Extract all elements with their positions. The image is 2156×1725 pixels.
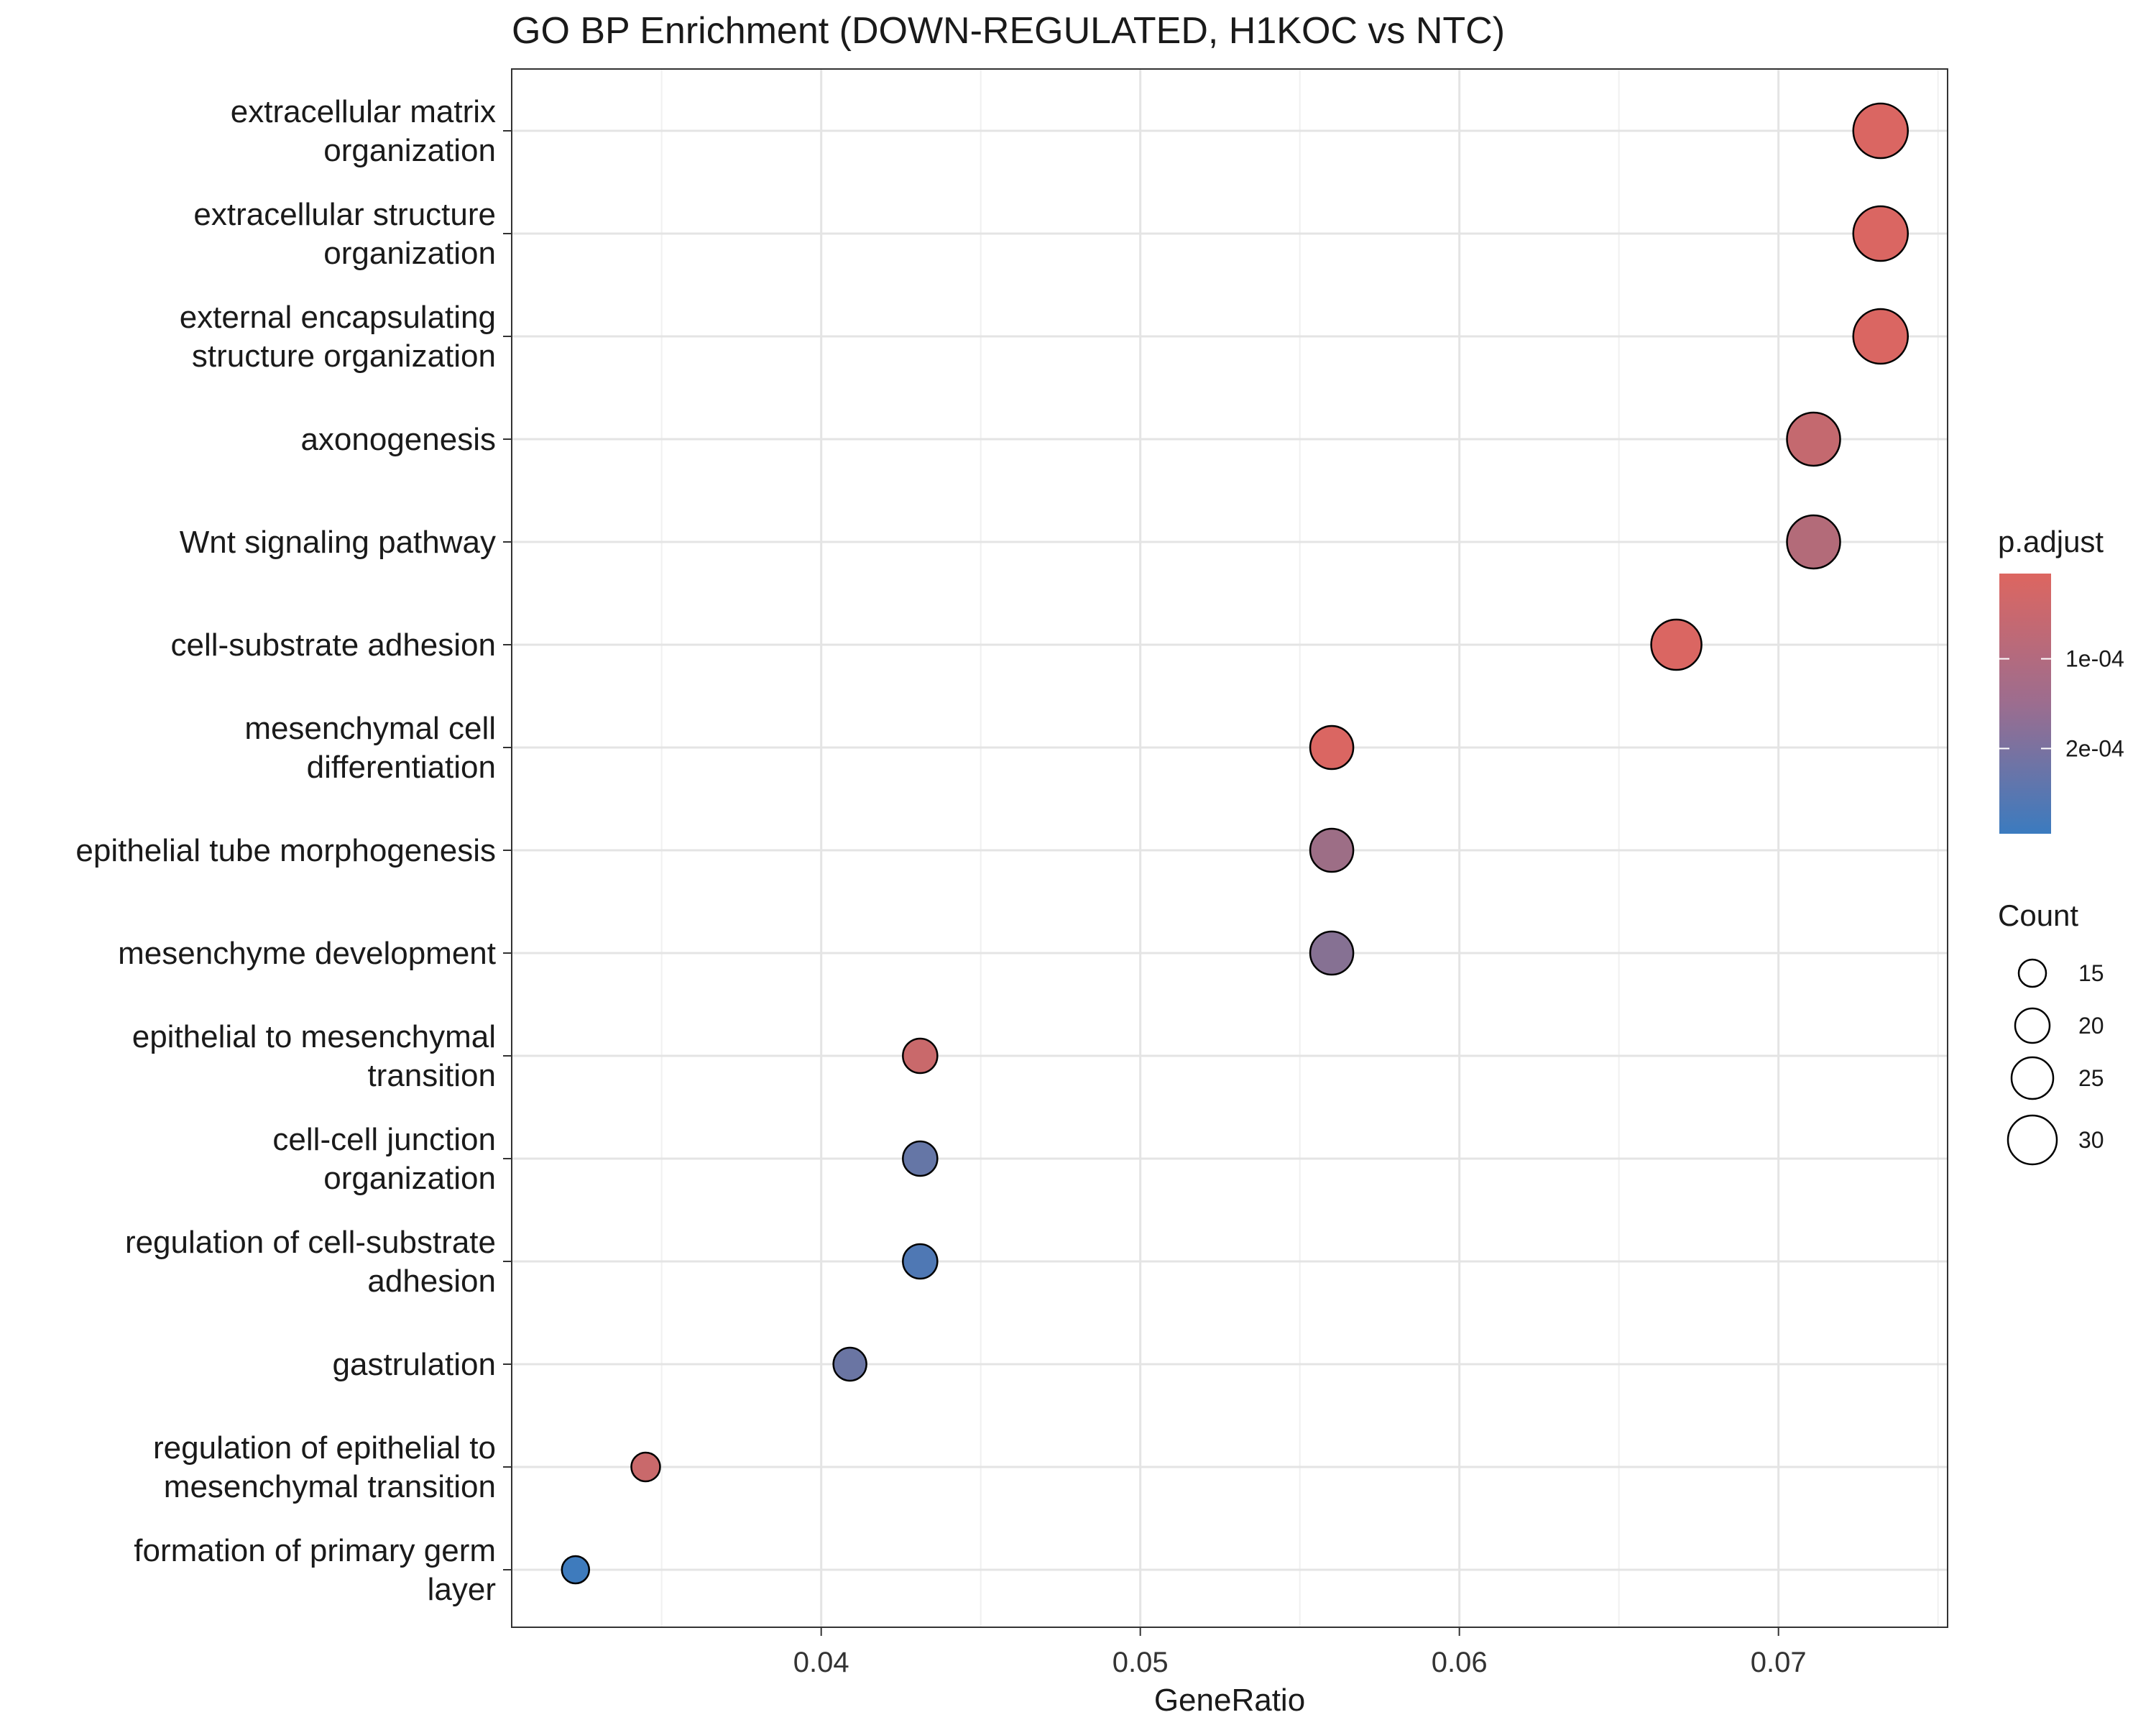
legend-size-circle [2010, 1056, 2055, 1100]
data-point [1309, 724, 1355, 770]
legend-size-label: 15 [2078, 960, 2104, 986]
legend-color-tick-label: 2e-04 [2065, 735, 2124, 761]
grid [512, 69, 1948, 1627]
legend-p-adjust: p.adjust 1e-04 2e-04 [1998, 525, 2124, 834]
y-tick-label: structure organization [192, 339, 496, 374]
plot-panel-border [511, 68, 1948, 1628]
data-point [1852, 205, 1909, 262]
y-tick-label: extracellular matrix [231, 94, 496, 129]
y-tick-label: formation of primary germ [134, 1533, 496, 1568]
x-tick-label: 0.04 [793, 1647, 849, 1678]
chart-title: GO BP Enrichment (DOWN-REGULATED, H1KOC … [512, 10, 1505, 52]
legend-size-circle [2017, 958, 2047, 988]
y-tick-label: regulation of cell-substrate [125, 1225, 496, 1260]
data-point [1786, 514, 1841, 570]
legend-size-label: 20 [2078, 1013, 2104, 1039]
legend-color-bar [1999, 574, 2051, 834]
y-axis-labels: extracellular matrix organization extracel… [75, 94, 512, 1607]
y-tick-label: regulation of epithelial to [153, 1430, 496, 1466]
data-point [1852, 102, 1909, 160]
y-tick-label: axonogenesis [300, 422, 496, 457]
y-tick-label: differentiation [307, 750, 496, 785]
y-tick-label: epithelial to mesenchymal [132, 1019, 496, 1054]
y-tick-label: mesenchymal cell [244, 711, 496, 746]
data-point [902, 1140, 939, 1177]
y-tick-label: gastrulation [333, 1347, 496, 1382]
legend-size-circle [2007, 1114, 2058, 1166]
y-tick-label: epithelial tube morphogenesis [75, 833, 496, 868]
legend-count-title: Count [1998, 898, 2078, 932]
y-tick-label: adhesion [367, 1264, 496, 1299]
legend-color-tick-label: 1e-04 [2065, 646, 2124, 672]
legend-size-label: 25 [2078, 1065, 2104, 1091]
data-point [1852, 308, 1909, 365]
data-point [832, 1346, 867, 1382]
y-tick-label: extracellular structure [193, 197, 496, 232]
x-tick-label: 0.07 [1751, 1647, 1807, 1678]
y-tick-label: organization [323, 133, 496, 168]
y-tick-label: transition [367, 1058, 496, 1093]
x-axis-title: GeneRatio [1154, 1683, 1305, 1718]
y-tick-label: external encapsulating [180, 300, 496, 335]
legend-count: Count 15 20 25 30 [1998, 898, 2104, 1166]
y-tick-label: mesenchymal transition [164, 1469, 496, 1504]
y-tick-label: cell-substrate adhesion [171, 627, 496, 663]
legend-size-label: 30 [2078, 1127, 2104, 1153]
y-tick-label: cell-cell junction [272, 1122, 496, 1157]
x-axis-ticks: 0.04 0.05 0.06 0.07 [793, 1627, 1807, 1678]
data-point [902, 1037, 939, 1075]
y-tick-label: organization [323, 1161, 496, 1196]
y-tick-label: organization [323, 236, 496, 271]
y-tick-label: layer [428, 1572, 496, 1607]
legend-size-circle [2014, 1007, 2051, 1044]
data-point [630, 1451, 661, 1483]
data-point [1309, 827, 1355, 873]
y-tick-label: mesenchyme development [118, 936, 496, 971]
data-points [561, 102, 1909, 1585]
data-point [902, 1243, 939, 1280]
x-tick-label: 0.06 [1432, 1647, 1488, 1678]
x-tick-label: 0.05 [1112, 1647, 1169, 1678]
y-tick-label: Wnt signaling pathway [180, 525, 496, 560]
data-point [1786, 411, 1841, 467]
data-point [1650, 618, 1703, 671]
data-point [1309, 930, 1355, 976]
legend-p-adjust-title: p.adjust [1998, 525, 2104, 558]
data-point [561, 1555, 591, 1585]
